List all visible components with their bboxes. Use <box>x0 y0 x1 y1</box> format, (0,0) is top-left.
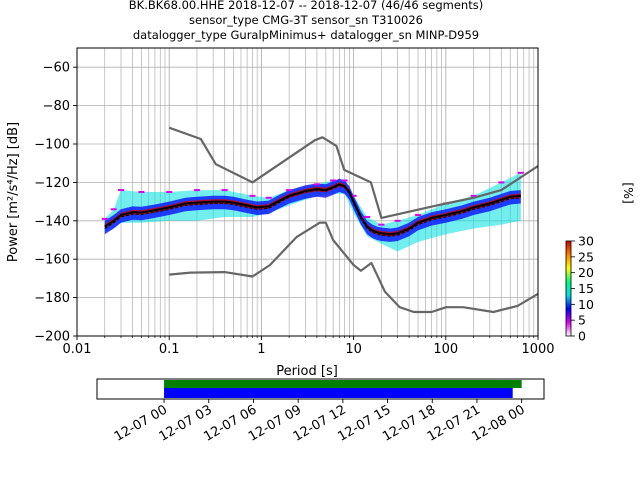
series-noise-model-low <box>169 221 538 314</box>
y-tick-label: −140 <box>34 214 70 229</box>
x-tick-label: 100 <box>433 342 458 357</box>
plot-frame <box>76 47 539 337</box>
psd-plot-area: 0.01 0.1 1 10 100 1000 −60 −80 −100 −120 −140 −160… <box>34 47 555 357</box>
y-tick-label: −200 <box>34 330 70 345</box>
histogram-fringe <box>498 181 505 184</box>
histogram-fringe <box>341 179 348 182</box>
histogram-envelope <box>104 172 521 252</box>
title-line-2: sensor_type CMG-3T sensor_sn T310026 <box>189 13 423 27</box>
histogram-core <box>104 178 521 242</box>
histogram-fringe <box>378 223 385 226</box>
series-noise-model-high <box>168 126 538 219</box>
colorbar-tick-label: 10 <box>578 297 594 312</box>
histogram-fringe <box>138 191 145 193</box>
histogram-fringe <box>101 217 108 220</box>
colorbar-tick-label: 30 <box>578 234 594 249</box>
colorbar-gradient <box>565 240 572 337</box>
histogram-fringe <box>313 183 320 186</box>
histogram-fringe <box>394 219 401 222</box>
y-tick-label: −120 <box>34 176 70 191</box>
y-axis-label: Power [m²/s⁴/Hz] [dB] <box>6 122 21 262</box>
histogram-fringe <box>470 194 477 197</box>
y-axis-ticks: −60 −80 −100 −120 −140 −160 −180 −200 <box>34 61 77 345</box>
histogram-fringe <box>350 194 357 197</box>
histogram-fringe <box>364 215 371 218</box>
colorbar-tick-label: 5 <box>578 313 586 328</box>
colorbar-tick-label: 25 <box>578 249 594 264</box>
series-median <box>104 184 521 237</box>
series-lines <box>104 126 538 314</box>
histogram-fringe <box>517 171 524 174</box>
coverage-bar-data-used <box>164 388 513 398</box>
histogram-fringe <box>117 189 124 192</box>
histogram-fringe <box>265 196 272 199</box>
histogram-fringe <box>110 208 117 211</box>
y-tick-label: −160 <box>34 253 70 268</box>
x-tick-label: 1 <box>257 342 265 357</box>
y-tick-label: −180 <box>34 291 70 306</box>
y-tick-label: −60 <box>43 61 70 76</box>
histogram-fringe <box>286 189 293 192</box>
y-tick-label: −100 <box>34 138 70 153</box>
x-axis-label: Period [s] <box>276 364 338 379</box>
x-tick-label: 0.1 <box>159 342 180 357</box>
histogram-fringe <box>330 179 337 182</box>
title-line-1: BK.BK68.00.HHE 2018-12-07 -- 2018-12-07 … <box>129 0 483 12</box>
histogram-fringe <box>221 189 228 192</box>
colorbar-tick-label: 20 <box>578 265 594 280</box>
chart-title: BK.BK68.00.HHE 2018-12-07 -- 2018-12-07 … <box>129 0 483 42</box>
series-mean <box>104 183 521 236</box>
histogram-fringe <box>249 194 256 197</box>
histogram-fringe <box>415 214 422 217</box>
histogram-fringe <box>193 189 200 192</box>
coverage-bars <box>164 380 522 398</box>
colorbar-label: [%] <box>621 182 636 204</box>
x-axis-ticks: 0.01 0.1 1 10 100 1000 <box>63 336 555 357</box>
coverage-bar-data-available <box>164 380 522 388</box>
x-tick-label: 10 <box>345 342 362 357</box>
x-tick-label: 1000 <box>521 342 554 357</box>
y-tick-label: −80 <box>43 99 70 114</box>
colorbar-tick-label: 0 <box>578 329 586 344</box>
title-line-3: datalogger_type GuralpMinimus+ datalogge… <box>133 28 479 42</box>
x-tick-label: 0.01 <box>63 342 92 357</box>
colorbar-tick-label: 15 <box>578 281 594 296</box>
histogram-fringe <box>166 191 173 193</box>
